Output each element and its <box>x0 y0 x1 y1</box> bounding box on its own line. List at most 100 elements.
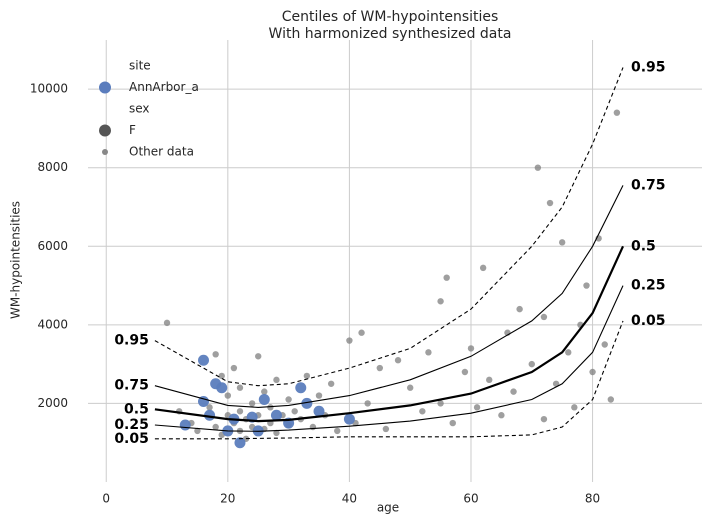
data-point <box>255 353 262 360</box>
y-tick-label: 6000 <box>37 239 68 253</box>
data-point <box>261 388 268 395</box>
data-point <box>437 400 444 407</box>
data-point <box>382 425 390 433</box>
data-point <box>607 396 615 403</box>
data-point <box>461 368 469 376</box>
centile-line <box>154 67 624 387</box>
centile-label: 0.95 <box>631 60 666 76</box>
centile-line <box>154 185 624 408</box>
data-point <box>437 298 444 305</box>
data-point <box>376 364 384 372</box>
site-point <box>216 382 228 394</box>
data-point <box>583 282 590 289</box>
data-point <box>358 329 365 336</box>
site-point <box>295 382 307 394</box>
y-tick-label: 4000 <box>37 317 68 331</box>
data-point <box>206 404 213 411</box>
data-point <box>534 164 542 171</box>
legend-label: Other data <box>129 145 194 159</box>
y-axis-label: WM-hypointensities <box>9 201 23 319</box>
site-point <box>234 437 246 449</box>
chart-title: Centiles of WM-hypointensities <box>282 9 499 25</box>
data-point <box>194 427 201 435</box>
data-point <box>230 364 238 372</box>
data-point <box>327 380 335 387</box>
centile-line <box>154 320 624 440</box>
x-tick-label: 80 <box>585 492 600 506</box>
data-point <box>224 392 232 399</box>
legend-title: site <box>129 59 151 73</box>
site-point <box>301 397 313 409</box>
data-point <box>589 368 596 376</box>
y-tick-label: 2000 <box>37 396 68 410</box>
x-tick-label: 20 <box>220 492 235 506</box>
centile-label: 0.25 <box>114 417 149 433</box>
centile-label: 0.75 <box>114 378 149 394</box>
data-point <box>163 319 171 327</box>
data-point <box>498 412 505 419</box>
data-point <box>394 357 402 364</box>
x-tick-label: 40 <box>342 492 357 506</box>
data-point <box>613 109 621 116</box>
data-point <box>248 400 256 407</box>
data-point <box>540 415 548 423</box>
data-point <box>546 199 554 207</box>
site-point <box>198 354 210 366</box>
data-point <box>218 372 225 380</box>
site-point <box>313 405 325 417</box>
data-point <box>565 349 572 356</box>
data-point <box>267 404 274 411</box>
site-point <box>179 419 191 431</box>
x-tick-label: 60 <box>463 492 478 506</box>
data-point <box>236 408 244 415</box>
data-point <box>479 264 487 272</box>
data-point <box>334 427 341 435</box>
data-point <box>425 349 432 356</box>
data-point <box>212 351 219 358</box>
centile-label: 0.5 <box>124 401 149 417</box>
centile-label: 0.5 <box>631 238 656 254</box>
data-point <box>473 404 481 411</box>
legend-marker <box>99 124 111 137</box>
centile-label: 0.95 <box>114 333 149 349</box>
legend-label: F <box>129 123 136 137</box>
data-point <box>552 380 560 387</box>
data-point <box>486 376 493 384</box>
data-point <box>315 392 323 399</box>
site-point <box>343 413 355 425</box>
data-point <box>273 376 280 384</box>
y-tick-label: 8000 <box>37 160 68 174</box>
data-point <box>467 345 475 352</box>
chart-subtitle: With harmonized synthesized data <box>269 26 512 42</box>
data-point <box>449 419 456 427</box>
centile-label: 0.25 <box>631 278 666 294</box>
centile-label: 0.05 <box>631 313 666 329</box>
data-point <box>571 404 578 411</box>
data-point <box>291 408 298 415</box>
data-point <box>540 313 548 321</box>
data-point <box>558 239 566 246</box>
site-point <box>258 393 270 405</box>
y-tick-label: 10000 <box>30 82 68 96</box>
data-point <box>309 423 317 431</box>
site-point <box>198 395 210 407</box>
centile-label: 0.05 <box>114 431 149 447</box>
data-point <box>528 360 535 368</box>
data-point <box>419 408 426 415</box>
legend-label: AnnArbor_a <box>129 80 199 94</box>
centile-label: 0.75 <box>631 177 666 193</box>
data-point <box>443 274 450 281</box>
legend-marker <box>99 81 111 94</box>
legend-marker <box>102 149 108 155</box>
data-point <box>601 341 608 348</box>
x-tick-label: 0 <box>102 492 110 506</box>
legend-title: sex <box>129 102 150 116</box>
site-point <box>270 409 282 421</box>
data-point <box>212 423 219 431</box>
data-point <box>364 400 371 407</box>
data-point <box>510 388 517 395</box>
data-point <box>236 384 244 391</box>
data-point <box>516 305 523 313</box>
data-point <box>273 429 280 437</box>
